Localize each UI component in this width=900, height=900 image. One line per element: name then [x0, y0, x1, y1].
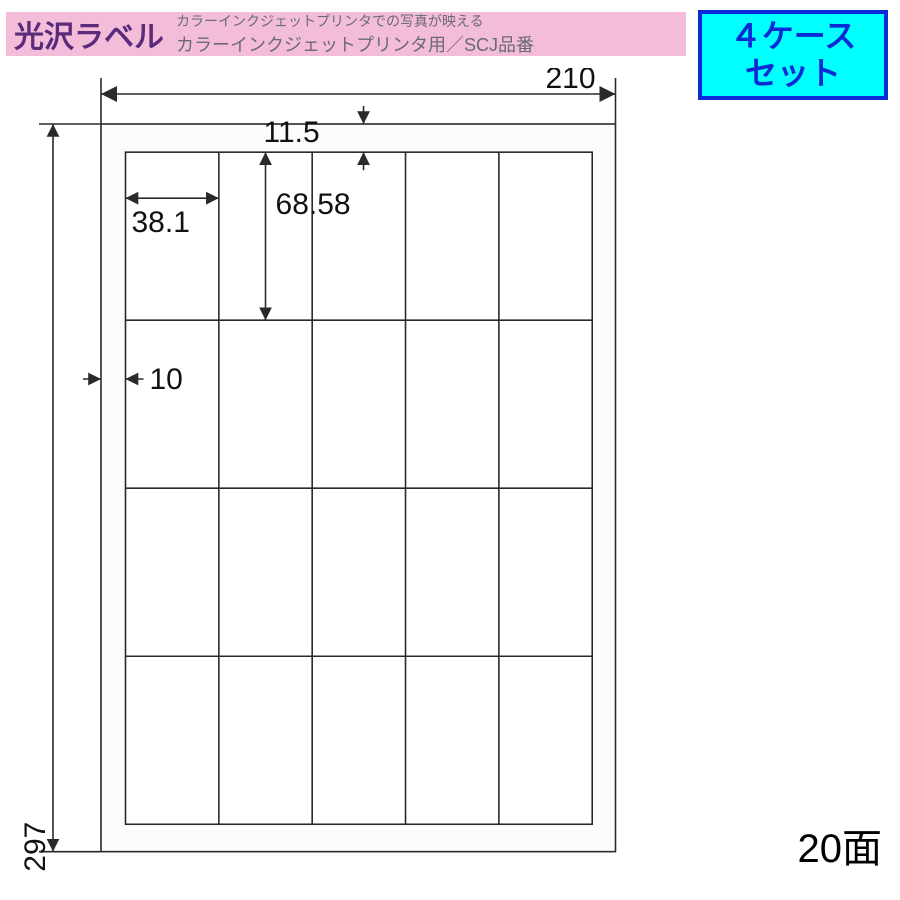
label-sheet-diagram: 210 297 11.5 10 38.1 68.58: [6, 68, 894, 894]
faces-count-label: 20面: [798, 816, 883, 874]
dim-margin-top-text: 11.5: [264, 116, 320, 149]
header-banner: 光沢ラベル カラーインクジェットプリンタでの写真が映える カラーインクジェットプ…: [6, 12, 686, 56]
header-subtitle-top: カラーインクジェットプリンタでの写真が映える: [176, 11, 534, 31]
dim-label-height-text: 68.58: [276, 188, 351, 221]
dim-margin-left-text: 10: [150, 363, 183, 396]
dim-width-text: 210: [546, 68, 596, 95]
header-subtitle-bottom: カラーインクジェットプリンタ用／SCJ品番: [176, 31, 534, 57]
dim-height-text: 297: [19, 822, 52, 872]
header-subtitle-group: カラーインクジェットプリンタでの写真が映える カラーインクジェットプリンタ用／S…: [176, 11, 534, 57]
diagram-svg: 210 297 11.5 10 38.1 68.58: [6, 68, 894, 894]
header-title: 光沢ラベル: [6, 10, 172, 58]
dim-label-width-text: 38.1: [132, 206, 190, 239]
badge-line-1: ４ケース: [730, 18, 856, 55]
